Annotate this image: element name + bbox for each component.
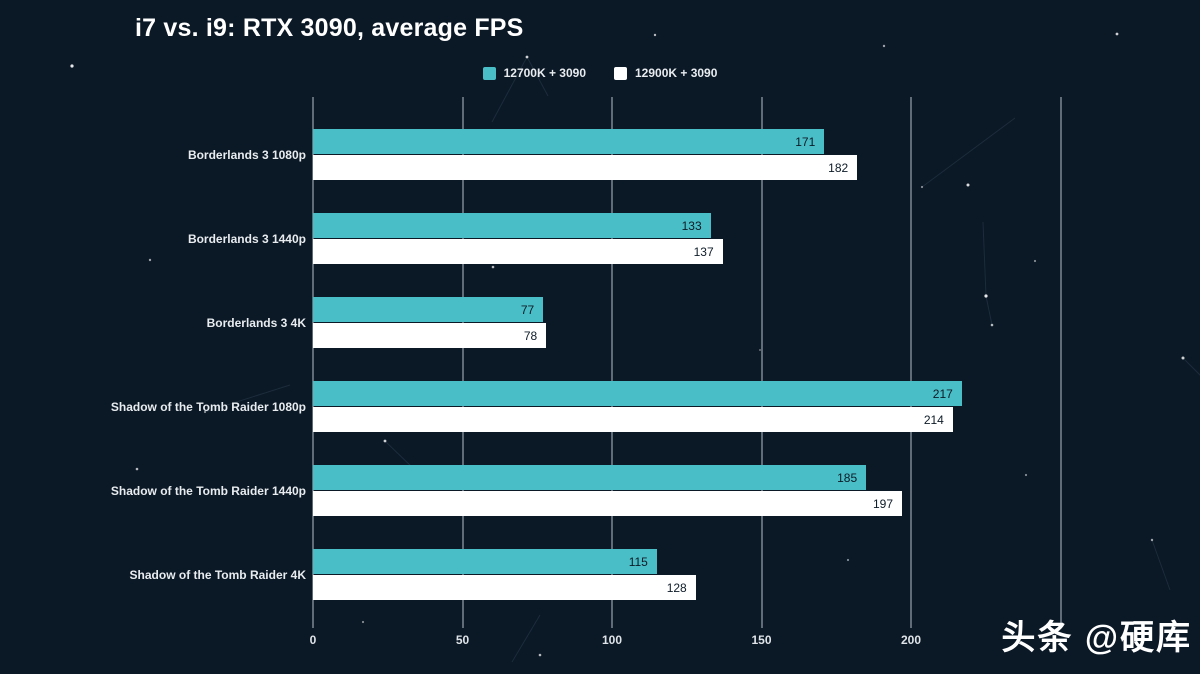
bar-12700k: 217 [313,381,962,406]
x-tick-label: 100 [601,633,623,647]
legend-item-12900k: 12900K + 3090 [614,66,717,80]
bar-value-label: 137 [693,245,714,259]
bar-12700k: 133 [313,213,711,238]
bar-12700k: 77 [313,297,544,322]
bar-value-label: 115 [628,555,648,569]
gridline-x100 [611,97,613,628]
bar-value-label: 197 [872,497,894,511]
category-label: Shadow of the Tomb Raider 1440p [110,484,306,498]
category-label: Borderlands 3 1440p [187,232,306,246]
bar-value-label: 185 [837,471,858,485]
bar-value-label: 128 [666,581,687,595]
gridline-x50 [461,97,464,628]
bar-value-label: 182 [828,161,849,175]
bar-value-label: 133 [681,219,702,233]
bar-12900k: 182 [313,155,858,180]
bar-12700k: 115 [313,549,657,574]
gridline-x250 [1059,97,1062,628]
bar-12900k: 128 [313,575,696,600]
legend-label: 12700K + 3090 [503,66,586,80]
bar-12700k: 171 [313,129,825,154]
category-label: Borderlands 3 1080p [187,148,306,162]
bar-12900k: 197 [313,491,903,516]
category-label: Borderlands 3 4K [206,316,306,330]
bar-12900k: 137 [313,239,723,264]
chart-legend: 12700K + 3090 12900K + 3090 [0,66,1200,80]
bar-value-label: 78 [523,329,538,343]
bar-value-label: 77 [520,303,535,317]
gridline-x200 [910,97,912,628]
category-label: Shadow of the Tomb Raider 4K [129,568,306,582]
x-tick-label: 0 [309,633,317,647]
category-label: Shadow of the Tomb Raider 1080p [110,400,306,414]
bar-value-label: 217 [932,387,953,401]
bar-value-label: 214 [923,413,944,427]
bar-12700k: 185 [313,465,867,490]
bar-12900k: 214 [313,407,953,432]
gridline-x0 [312,97,314,628]
legend-item-12700k: 12700K + 3090 [482,66,586,80]
legend-label: 12900K + 3090 [635,66,718,80]
bar-value-label: 171 [795,135,816,149]
bar-12900k: 78 [313,323,547,348]
chart-title: i7 vs. i9: RTX 3090, average FPS [135,14,524,42]
x-tick-label: 200 [900,633,922,647]
legend-swatch-teal [482,66,496,80]
legend-swatch-white [614,66,627,80]
gridline-x150 [760,97,763,628]
x-tick-label: 50 [455,633,470,647]
x-tick-label: 150 [751,633,772,647]
watermark: 头条 @硬库 [1001,619,1192,657]
